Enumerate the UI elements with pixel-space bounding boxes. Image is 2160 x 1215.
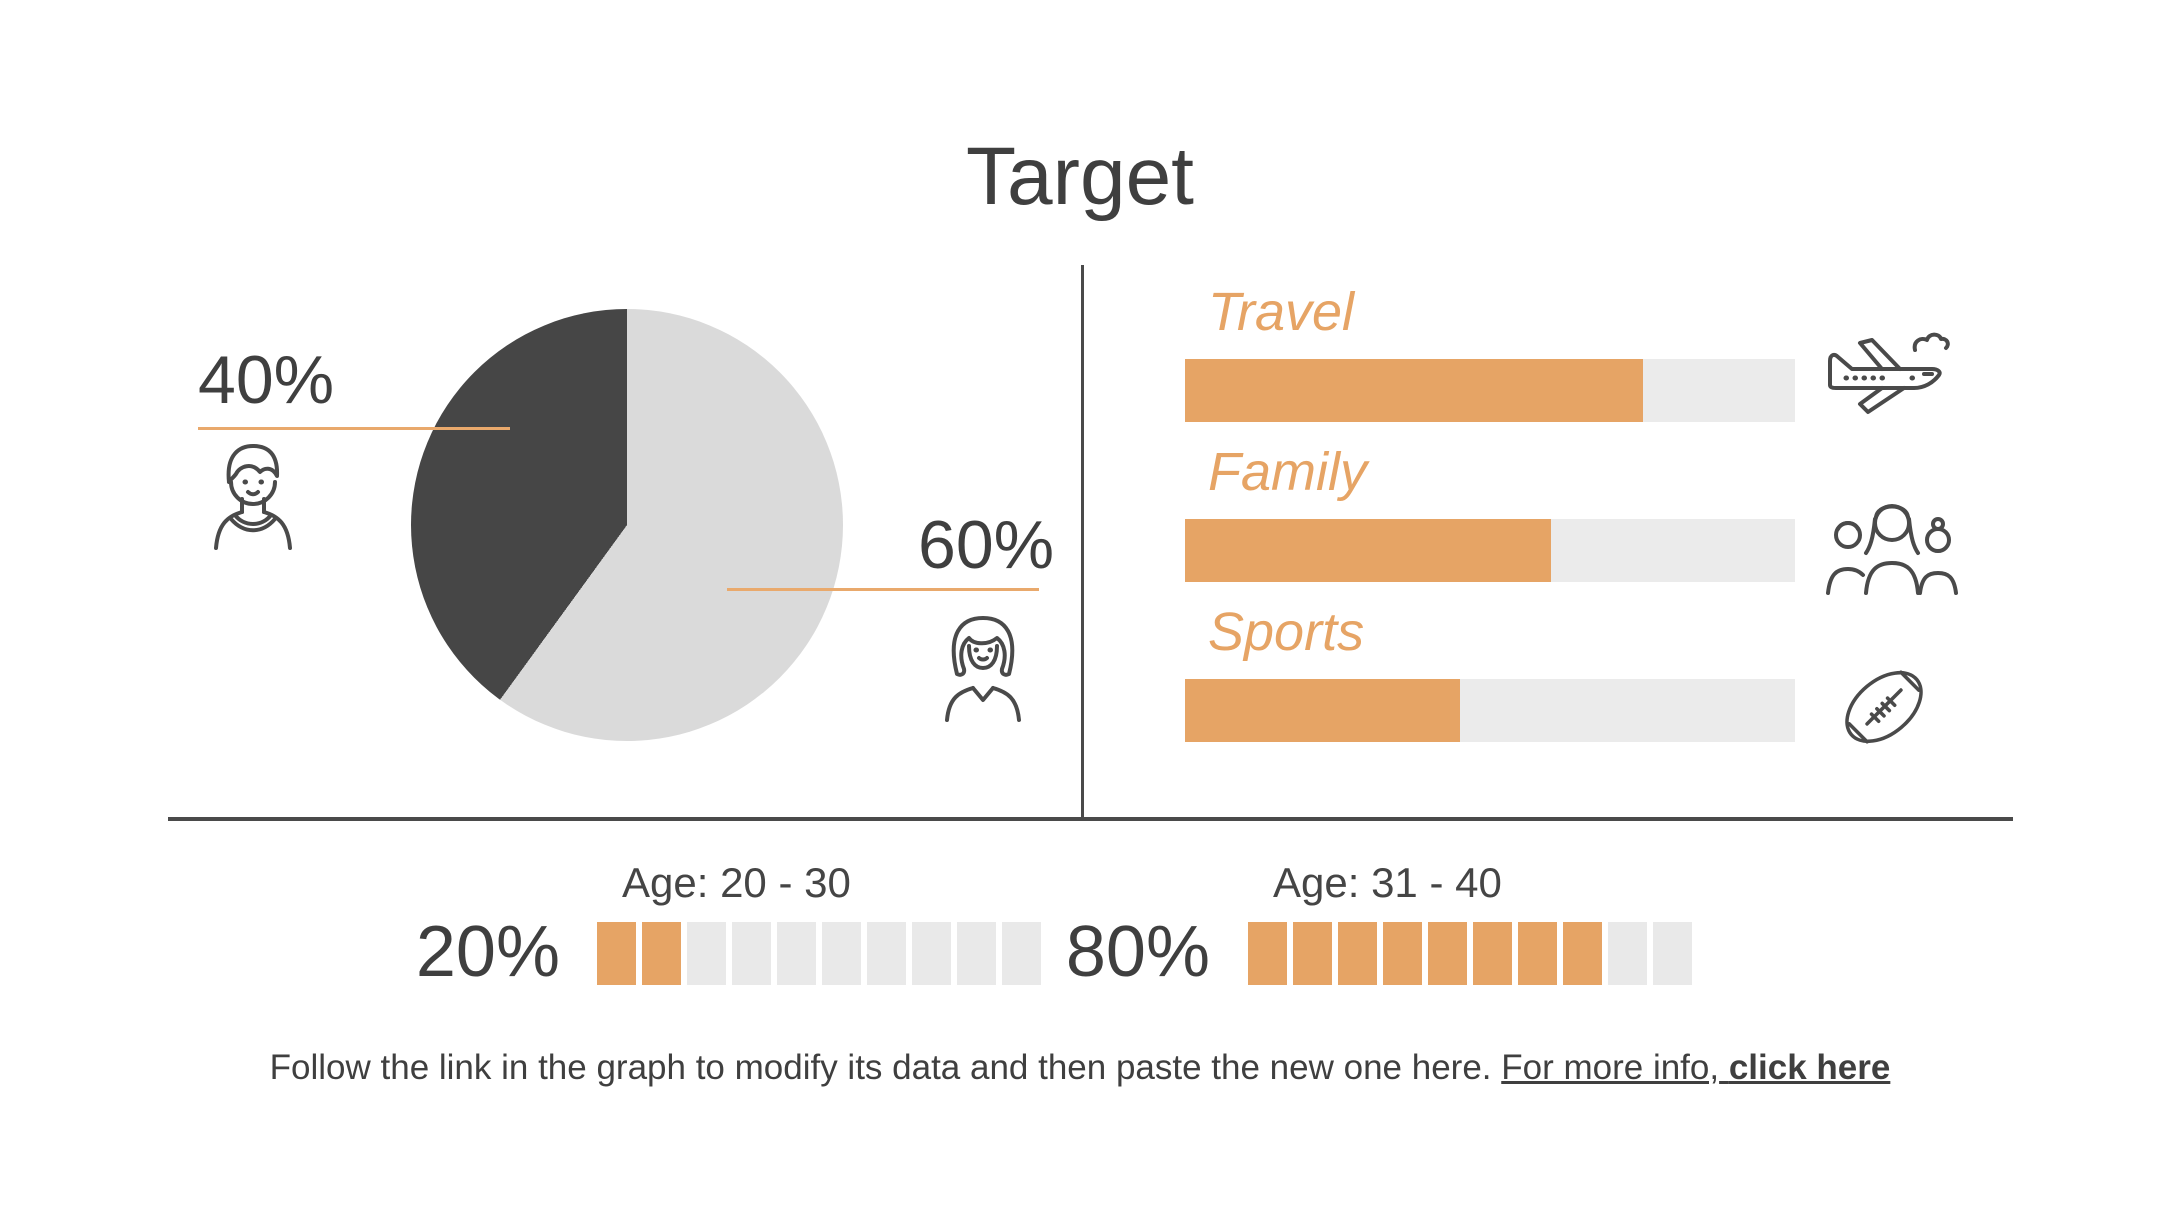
interest-label-travel: Travel xyxy=(1208,282,1355,342)
age-bar-segment xyxy=(957,922,996,985)
man-icon xyxy=(214,444,292,550)
age-group-value-1: 20% xyxy=(415,912,560,992)
age-bar-2 xyxy=(1248,922,1692,985)
age-bar-segment xyxy=(822,922,861,985)
age-bar-1 xyxy=(597,922,1041,985)
female-leader-line xyxy=(727,588,1039,591)
footer-link-bold[interactable]: click here xyxy=(1728,1048,1891,1087)
airplane-icon xyxy=(1828,332,1950,414)
interest-bar-fill-family xyxy=(1185,519,1551,582)
interest-bar-travel xyxy=(1185,359,1795,422)
footer-link[interactable]: For more info, click here xyxy=(1501,1048,1890,1087)
horizontal-divider xyxy=(168,817,2013,821)
age-group-label-1: Age: 20 - 30 xyxy=(622,859,851,906)
interest-label-sports: Sports xyxy=(1208,602,1365,662)
football-icon xyxy=(1845,670,1923,744)
age-bar-segment xyxy=(1383,922,1422,985)
male-leader-line xyxy=(198,427,510,430)
footer-text: Follow the link in the graph to modify i… xyxy=(269,1048,1492,1087)
interest-label-family: Family xyxy=(1208,442,1367,502)
age-bar-segment xyxy=(867,922,906,985)
page-title: Target xyxy=(966,131,1194,222)
age-bar-segment xyxy=(1608,922,1647,985)
age-bar-segment xyxy=(687,922,726,985)
age-bar-segment xyxy=(1563,922,1602,985)
interest-bar-fill-sports xyxy=(1185,679,1460,742)
age-bar-segment xyxy=(1473,922,1512,985)
age-bar-segment xyxy=(1002,922,1041,985)
interest-bar-family xyxy=(1185,519,1795,582)
age-bar-segment xyxy=(1248,922,1287,985)
interest-bar-fill-travel xyxy=(1185,359,1643,422)
woman-icon xyxy=(945,616,1021,722)
footer-link-prefix[interactable]: For more info, xyxy=(1501,1048,1720,1087)
age-bar-segment xyxy=(777,922,816,985)
vertical-divider xyxy=(1081,265,1084,818)
interest-bar-sports xyxy=(1185,679,1795,742)
age-group-value-2: 80% xyxy=(1065,912,1210,992)
age-group-label-2: Age: 31 - 40 xyxy=(1273,859,1502,906)
footer-note: Follow the link in the graph to modify i… xyxy=(0,1048,2160,1088)
age-bar-segment xyxy=(732,922,771,985)
age-bar-segment xyxy=(912,922,951,985)
female-share-value: 60% xyxy=(918,507,1055,583)
age-bar-segment xyxy=(1338,922,1377,985)
family-icon xyxy=(1826,504,1958,595)
age-bar-segment xyxy=(642,922,681,985)
age-bar-segment xyxy=(1428,922,1467,985)
pie-chart xyxy=(411,309,843,741)
age-bar-segment xyxy=(1518,922,1557,985)
age-bar-segment xyxy=(597,922,636,985)
age-bar-segment xyxy=(1293,922,1332,985)
male-share-value: 40% xyxy=(198,342,335,418)
age-bar-segment xyxy=(1653,922,1692,985)
